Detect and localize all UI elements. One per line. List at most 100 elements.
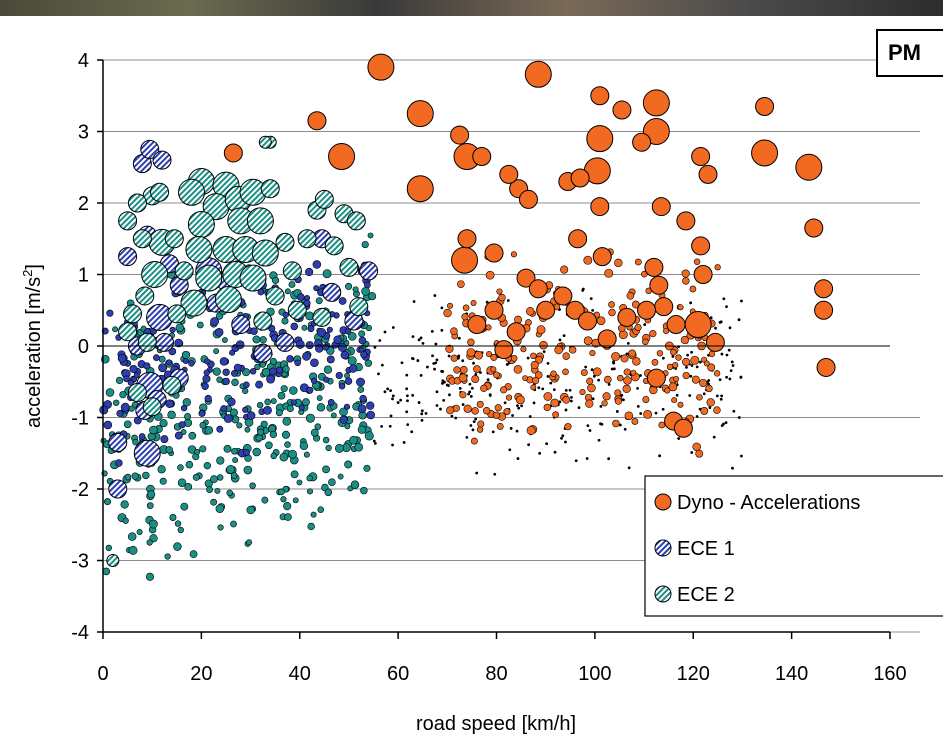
small-marker <box>430 329 434 333</box>
small-marker <box>467 392 470 396</box>
small-marker <box>596 316 606 326</box>
small-marker <box>692 442 701 452</box>
small-marker <box>280 496 287 503</box>
small-marker <box>158 355 166 363</box>
small-marker <box>281 317 289 325</box>
small-marker <box>112 326 119 333</box>
small-marker <box>216 456 225 465</box>
small-marker <box>356 377 365 387</box>
small-marker <box>677 304 684 311</box>
small-marker <box>574 459 578 463</box>
small-marker <box>720 394 724 398</box>
small-marker <box>157 465 166 474</box>
small-marker <box>500 386 508 394</box>
small-marker <box>470 300 477 306</box>
small-marker <box>649 330 657 338</box>
small-marker <box>719 397 723 401</box>
small-marker <box>461 359 465 363</box>
small-marker <box>305 341 314 350</box>
small-marker <box>604 268 614 278</box>
small-marker <box>388 424 392 428</box>
y-tick-label: -4 <box>71 622 89 644</box>
small-marker <box>488 393 492 397</box>
small-marker <box>216 425 224 433</box>
ece1-point <box>275 332 295 352</box>
small-marker <box>301 324 308 331</box>
small-marker <box>216 376 223 383</box>
small-marker <box>477 420 485 428</box>
small-marker <box>368 292 377 301</box>
ece2-point <box>127 193 147 213</box>
ece2-point <box>187 210 215 238</box>
small-marker <box>189 550 198 559</box>
small-marker <box>364 359 373 367</box>
small-marker <box>146 539 153 546</box>
small-marker <box>338 382 346 390</box>
small-marker <box>184 482 193 491</box>
small-marker <box>278 488 285 496</box>
small-marker <box>459 365 468 374</box>
small-marker <box>530 384 537 391</box>
small-marker <box>344 423 351 430</box>
small-marker <box>457 280 465 288</box>
small-marker <box>486 378 490 382</box>
small-marker <box>391 394 395 398</box>
small-marker <box>357 386 365 393</box>
small-marker <box>391 397 394 401</box>
small-marker <box>270 452 277 460</box>
small-marker <box>693 258 701 265</box>
small-marker <box>283 502 292 511</box>
small-marker <box>586 377 594 385</box>
small-marker <box>185 460 194 469</box>
small-marker <box>305 267 314 277</box>
small-marker <box>223 414 233 423</box>
y-axis-label: acceleration [m/s2] <box>20 264 45 428</box>
small-marker <box>364 281 371 289</box>
x-axis-label: road speed [km/h] <box>416 713 576 735</box>
small-marker <box>727 348 731 352</box>
small-marker <box>662 327 670 334</box>
small-marker <box>634 323 642 332</box>
small-marker <box>361 240 369 249</box>
small-marker <box>159 419 168 428</box>
small-marker <box>591 308 595 312</box>
small-marker <box>729 369 733 373</box>
small-marker <box>543 392 553 401</box>
small-marker <box>461 313 469 321</box>
small-marker <box>289 386 298 395</box>
dyno-point <box>494 340 514 360</box>
small-marker <box>246 411 256 420</box>
small-marker <box>378 339 382 342</box>
small-marker <box>493 472 497 476</box>
small-marker <box>622 398 625 402</box>
small-marker <box>167 410 176 420</box>
dyno-point <box>528 279 548 299</box>
small-marker <box>299 441 309 451</box>
small-marker <box>182 398 191 407</box>
dyno-point <box>506 322 526 342</box>
ece2-point <box>178 178 206 206</box>
small-marker <box>515 429 519 433</box>
y-tick-label: 2 <box>78 193 89 215</box>
small-marker <box>337 473 344 480</box>
small-marker <box>599 404 603 408</box>
small-marker <box>626 291 635 300</box>
small-marker <box>282 311 289 318</box>
small-marker <box>113 399 120 406</box>
y-tick-label: -2 <box>71 479 89 501</box>
small-marker <box>490 353 498 361</box>
small-marker <box>282 417 292 426</box>
y-axis-label-end: ] <box>23 264 45 270</box>
small-marker <box>689 301 693 305</box>
dyno-point <box>450 125 470 145</box>
small-marker <box>473 365 481 373</box>
small-marker <box>536 325 546 335</box>
small-marker <box>306 488 314 495</box>
small-marker <box>147 490 156 499</box>
small-marker <box>458 373 468 383</box>
small-marker <box>485 324 492 331</box>
small-marker <box>363 464 371 472</box>
ece2-point <box>297 229 317 249</box>
small-marker <box>129 364 138 373</box>
small-marker <box>443 380 446 384</box>
